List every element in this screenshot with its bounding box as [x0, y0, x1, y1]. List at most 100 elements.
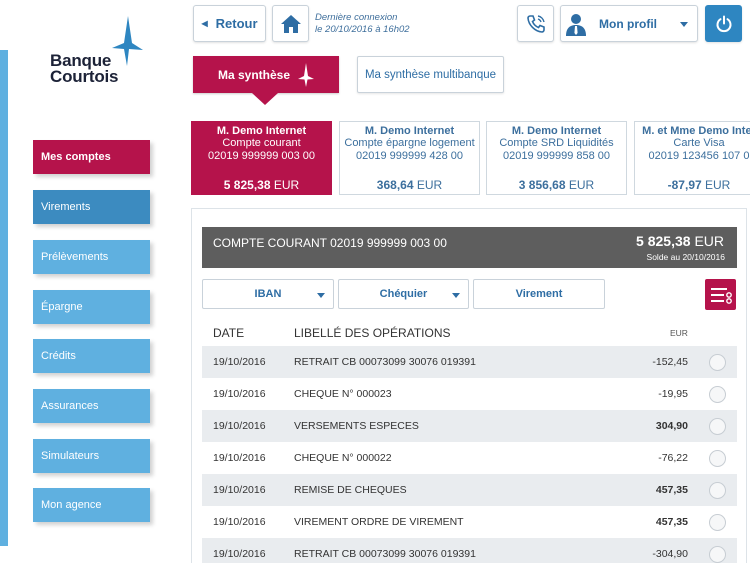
row-label: CHEQUE N° 000023	[294, 388, 392, 400]
account-holder: M. Demo Internet	[216, 125, 307, 137]
row-amount: 457,35	[655, 484, 688, 496]
back-button[interactable]: ◀ Retour	[193, 5, 266, 42]
tab-multibanque[interactable]: Ma synthèse multibanque	[357, 56, 504, 93]
bank-logo: Banque Courtois	[48, 16, 158, 88]
balance-value: 5 825,38	[636, 233, 691, 249]
row-select-radio[interactable]	[709, 418, 726, 435]
tab-multibanque-label: Ma synthèse multibanque	[364, 68, 497, 81]
table-row[interactable]: 19/10/2016 CHEQUE N° 000023 -19,95	[202, 378, 737, 410]
iban-dropdown[interactable]: IBAN	[202, 279, 334, 309]
caret-left-icon: ◀	[201, 19, 208, 28]
profile-button-label: Mon profil	[599, 16, 657, 31]
table-row[interactable]: 19/10/2016 REMISE DE CHEQUES 457,35	[202, 474, 737, 506]
row-date: 19/10/2016	[213, 452, 266, 464]
account-amount: 3 856,68 EUR	[487, 178, 626, 192]
chevron-down-icon	[452, 293, 460, 298]
account-type: Compte épargne logement	[344, 137, 475, 149]
star-logo-icon	[112, 16, 143, 66]
amount-currency: EUR	[273, 178, 300, 192]
sidebar-item-label: Crédits	[41, 350, 76, 362]
row-select-radio[interactable]	[709, 386, 726, 403]
row-date: 19/10/2016	[213, 356, 266, 368]
account-amount: 368,64 EUR	[340, 178, 479, 192]
chequier-label: Chéquier	[379, 288, 428, 300]
amount-currency: EUR	[568, 178, 595, 192]
account-header-bar: COMPTE COURANT 02019 999999 003 00 5 825…	[202, 227, 737, 268]
sidebar-item-simulateurs[interactable]: Simulateurs	[33, 439, 150, 473]
back-button-label: Retour	[215, 16, 258, 31]
row-select-radio[interactable]	[709, 354, 726, 371]
table-row[interactable]: 19/10/2016 RETRAIT CB 00073099 30076 019…	[202, 346, 737, 378]
account-cards-carousel: M. Demo Internet Compte courant 02019 99…	[191, 121, 750, 195]
sidebar-item-credits[interactable]: Crédits	[33, 339, 150, 373]
tab-synthese[interactable]: Ma synthèse	[193, 56, 339, 93]
row-date: 19/10/2016	[213, 548, 266, 560]
account-amount: -87,97 EUR	[635, 178, 750, 192]
sidebar-item-label: Simulateurs	[41, 450, 100, 462]
amount-currency: EUR	[416, 178, 443, 192]
row-amount: 304,90	[655, 420, 688, 432]
column-header-label: LIBELLÉ DES OPÉRATIONS	[294, 326, 451, 340]
amount-value: -87,97	[667, 178, 702, 192]
account-title: COMPTE COURANT 02019 999999 003 00	[213, 236, 447, 250]
bank-name: Banque Courtois	[50, 51, 119, 86]
home-button[interactable]	[272, 5, 309, 42]
row-label: VIREMENT ORDRE DE VIREMENT	[294, 516, 464, 528]
sidebar-item-assurances[interactable]: Assurances	[33, 389, 150, 423]
row-select-radio[interactable]	[709, 450, 726, 467]
chequier-dropdown[interactable]: Chéquier	[338, 279, 469, 309]
sidebar-item-label: Épargne	[41, 301, 83, 313]
bank-name-line1: Banque	[50, 51, 112, 70]
list-menu-icon	[711, 288, 732, 304]
operations-menu-button[interactable]	[705, 279, 736, 310]
row-select-radio[interactable]	[709, 482, 726, 499]
sidebar-item-virements[interactable]: Virements	[33, 190, 150, 224]
account-number: 02019 999999 003 00	[207, 150, 316, 162]
account-number: 02019 123456 107 0	[648, 150, 750, 162]
phone-button[interactable]	[517, 5, 554, 42]
table-row[interactable]: 19/10/2016 CHEQUE N° 000022 -76,22	[202, 442, 737, 474]
profile-button[interactable]: Mon profil	[560, 5, 698, 42]
row-amount: -152,45	[652, 356, 688, 368]
last-login-date: le 20/10/2016 à 16h02	[315, 24, 410, 35]
row-amount: -304,90	[652, 548, 688, 560]
sidebar-item-label: Virements	[41, 201, 91, 213]
row-select-radio[interactable]	[709, 514, 726, 531]
row-date: 19/10/2016	[213, 420, 266, 432]
table-row[interactable]: 19/10/2016 VERSEMENTS ESPECES 304,90	[202, 410, 737, 442]
account-type: Compte courant	[222, 137, 301, 149]
amount-value: 3 856,68	[518, 178, 566, 192]
chevron-down-icon	[317, 293, 325, 298]
sidebar-item-prelevements[interactable]: Prélèvements	[33, 240, 150, 274]
power-icon	[716, 15, 731, 32]
sidebar-item-label: Mon agence	[41, 499, 102, 511]
sidebar-item-label: Assurances	[41, 400, 99, 412]
virement-button[interactable]: Virement	[473, 279, 605, 309]
table-row[interactable]: 19/10/2016 RETRAIT CB 00073099 30076 019…	[202, 538, 737, 563]
sidebar-item-mes-comptes[interactable]: Mes comptes	[33, 140, 150, 174]
account-card[interactable]: M. Demo Internet Compte SRD Liquidités 0…	[486, 121, 627, 195]
row-amount: -76,22	[658, 452, 688, 464]
column-header-date: DATE	[213, 326, 245, 340]
last-login-label: Dernière connexion	[315, 12, 398, 23]
row-amount: -19,95	[658, 388, 688, 400]
account-number: 02019 999999 428 00	[355, 150, 464, 162]
table-row[interactable]: 19/10/2016 VIREMENT ORDRE DE VIREMENT 45…	[202, 506, 737, 538]
row-date: 19/10/2016	[213, 388, 266, 400]
row-date: 19/10/2016	[213, 516, 266, 528]
bank-name-line2: Courtois	[50, 67, 119, 86]
account-card[interactable]: M. et Mme Demo Inter Carte Visa 02019 12…	[634, 121, 750, 195]
logout-button[interactable]	[705, 5, 742, 42]
account-type: Compte SRD Liquidités	[499, 137, 614, 149]
sidebar-item-mon-agence[interactable]: Mon agence	[33, 488, 150, 522]
row-select-radio[interactable]	[709, 546, 726, 563]
sidebar-item-label: Mes comptes	[41, 151, 111, 163]
account-card[interactable]: M. Demo Internet Compte épargne logement…	[339, 121, 480, 195]
row-label: REMISE DE CHEQUES	[294, 484, 407, 496]
row-label: RETRAIT CB 00073099 30076 019391	[294, 548, 476, 560]
sidebar-item-label: Prélèvements	[41, 251, 109, 263]
sidebar-item-epargne[interactable]: Épargne	[33, 290, 150, 324]
amount-value: 5 825,38	[223, 178, 271, 192]
account-amount: 5 825,38 EUR	[192, 178, 331, 192]
account-card[interactable]: M. Demo Internet Compte courant 02019 99…	[191, 121, 332, 195]
